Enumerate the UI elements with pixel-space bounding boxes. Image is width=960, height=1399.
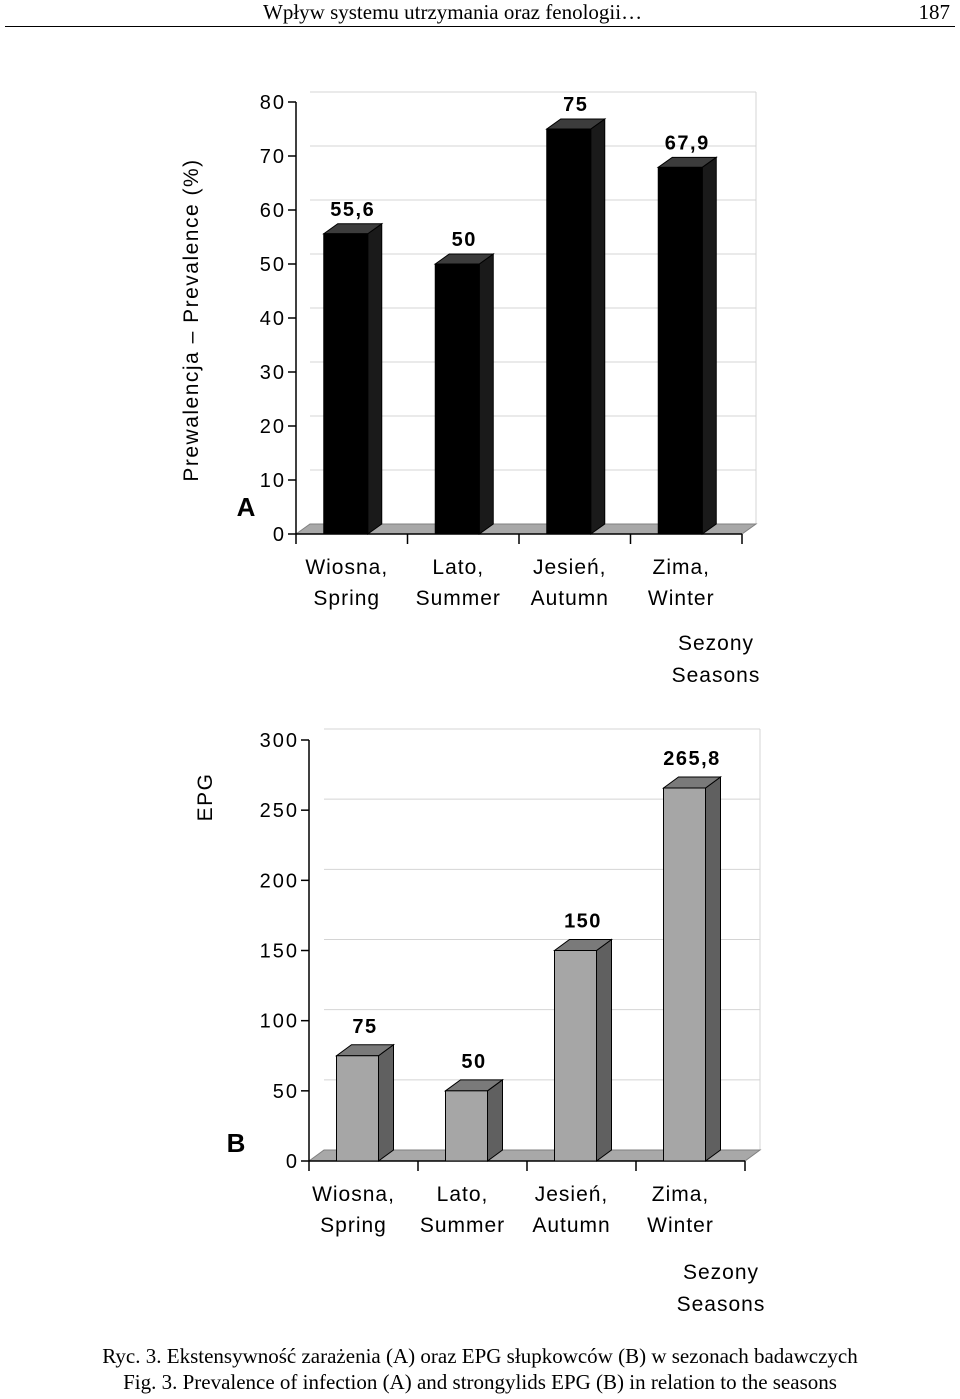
- data-label: 55,6: [330, 199, 375, 221]
- y-tick-label: 100: [260, 1011, 299, 1033]
- x-tick-label: Zima,: [652, 1183, 710, 1206]
- y-tick-label: 300: [260, 730, 299, 752]
- data-label: 75: [352, 1016, 377, 1038]
- data-label: 50: [461, 1051, 486, 1073]
- x-tick-label: Wiosna,: [312, 1183, 395, 1206]
- x-tick-label: Jesień,: [533, 556, 607, 579]
- bar: [657, 166, 703, 535]
- bar-side: [701, 156, 717, 535]
- x-axis-title: Sezony: [683, 1261, 759, 1284]
- x-tick-label: Zima,: [653, 556, 711, 579]
- header-rule: [5, 26, 955, 27]
- data-label: 265,8: [663, 748, 721, 770]
- data-label: 50: [452, 229, 477, 251]
- panel-label: B: [227, 1128, 246, 1158]
- bar: [336, 1055, 379, 1162]
- x-tick-label: Lato,: [437, 1183, 489, 1206]
- y-tick-label: 0: [286, 1151, 299, 1173]
- data-label: 75: [563, 94, 588, 116]
- data-label: 150: [564, 911, 602, 933]
- y-tick-label: 250: [260, 800, 299, 822]
- y-tick-label: 0: [273, 524, 286, 546]
- y-tick-label: 80: [260, 92, 286, 114]
- page-number: 187: [918, 0, 951, 24]
- y-tick-label: 150: [260, 941, 299, 963]
- x-tick-label: Winter: [648, 587, 715, 610]
- figure-caption-english: Fig. 3. Prevalence of infection (A) and …: [123, 1370, 837, 1394]
- data-label: 67,9: [665, 132, 710, 154]
- y-tick-label: 20: [260, 416, 286, 438]
- y-tick-label: 200: [260, 870, 299, 892]
- y-axis-title: EPG: [194, 773, 217, 822]
- bar: [323, 233, 369, 535]
- epg-chart: 0 50 100 150 200 250 300 75 Wiosna, Spring 50 Lato,…: [194, 728, 766, 1316]
- bar: [434, 263, 480, 535]
- x-tick-label: Jesień,: [535, 1183, 609, 1206]
- bar: [546, 128, 592, 535]
- bar-side: [705, 776, 721, 1162]
- bar: [554, 950, 597, 1162]
- y-tick-label: 10: [260, 470, 286, 492]
- bar-side: [487, 1078, 503, 1162]
- bar-side: [596, 938, 612, 1162]
- bar: [663, 787, 706, 1162]
- x-tick-label: Summer: [416, 587, 501, 610]
- x-tick-label: Spring: [313, 587, 380, 610]
- x-axis-title: Seasons: [677, 1293, 766, 1316]
- page-header: Wpływ systemu utrzymania oraz fenologii……: [0, 0, 960, 28]
- bar: [445, 1090, 488, 1162]
- x-tick-label: Winter: [647, 1214, 714, 1237]
- x-tick-label: Autumn: [531, 587, 609, 610]
- bar-side: [367, 222, 383, 535]
- y-tick-label: 70: [260, 146, 286, 168]
- x-tick-label: Summer: [420, 1214, 505, 1237]
- x-tick-label: Wiosna,: [305, 556, 388, 579]
- y-tick-label: 60: [260, 200, 286, 222]
- x-tick-label: Spring: [320, 1214, 387, 1237]
- bar-side: [378, 1043, 394, 1162]
- x-tick-label: Lato,: [432, 556, 484, 579]
- figure-caption-polish: Ryc. 3. Ekstensywność zarażenia (A) oraz…: [102, 1344, 858, 1368]
- prevalence-chart: 0 10 20 30 40 50 60 70 80 55,6 Wiosna, Spring 50 Lato…: [180, 91, 761, 687]
- y-tick-label: 30: [260, 362, 286, 384]
- y-tick-label: 40: [260, 308, 286, 330]
- x-tick-label: Autumn: [532, 1214, 610, 1237]
- y-tick-label: 50: [260, 254, 286, 276]
- y-axis-title: Prewalencja – Prevalence (%): [180, 158, 203, 481]
- running-title: Wpływ systemu utrzymania oraz fenologii…: [263, 0, 643, 24]
- x-axis-title: Seasons: [672, 664, 761, 687]
- bar-side: [590, 118, 606, 535]
- x-axis-title: Sezony: [678, 632, 754, 655]
- panel-label: A: [237, 492, 256, 522]
- bar-side: [478, 253, 494, 535]
- y-tick-label: 50: [273, 1081, 299, 1103]
